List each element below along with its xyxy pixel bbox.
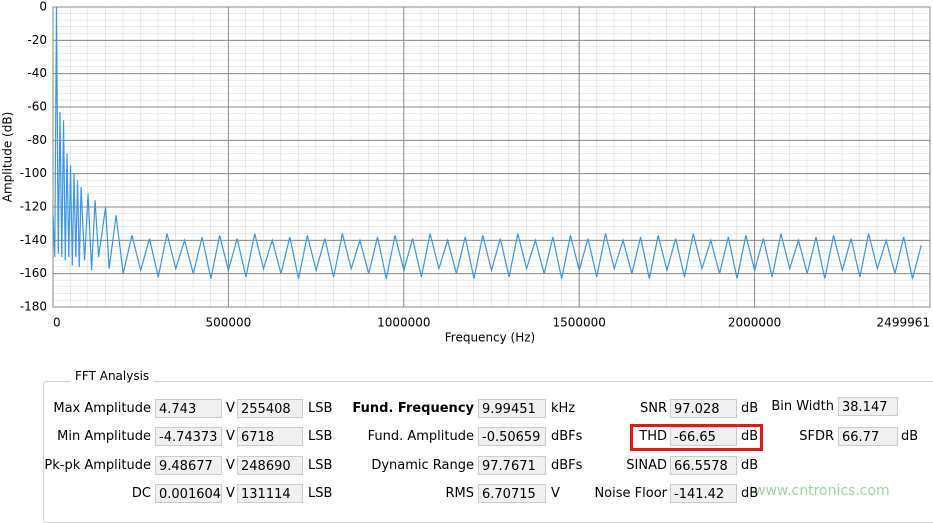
field-label: RMS: [445, 486, 474, 501]
highlight-box: [630, 424, 763, 451]
field-label: Pk-pk Amplitude: [44, 458, 151, 473]
field-value: 255408: [237, 399, 303, 418]
field-value: 6.70715: [478, 484, 546, 503]
field-unit: dBFs: [551, 458, 583, 473]
spectrum-line: [52, 6, 922, 279]
field-value: 66.5578: [670, 456, 737, 475]
x-tick-label: 1000000: [377, 316, 430, 330]
field-unit: dB: [741, 401, 759, 416]
field-unit: LSB: [308, 429, 333, 444]
field-label: SFDR: [799, 429, 834, 444]
field-value: 66.77: [838, 427, 898, 446]
field-unit: V: [226, 401, 235, 416]
minor-grid: [53, 7, 930, 307]
field-unit: V: [226, 486, 235, 501]
field-unit: LSB: [308, 401, 333, 416]
x-axis-title: Frequency (Hz): [445, 331, 536, 345]
field-value: 9.99451: [478, 399, 546, 418]
y-tick-label: -20: [27, 33, 47, 47]
field-label: SNR: [639, 401, 667, 416]
x-tick-label: 0: [53, 316, 61, 330]
x-tick-label: 500000: [205, 316, 251, 330]
field-unit: dBFs: [551, 429, 583, 444]
y-tick-label: -160: [20, 266, 47, 280]
field-label: Fund. Frequency: [352, 401, 474, 416]
y-tick-label: -120: [20, 200, 47, 214]
field-value: 131114: [237, 484, 303, 503]
field-value: 6718: [237, 427, 303, 446]
field-unit: LSB: [308, 458, 333, 473]
field-unit: kHz: [551, 401, 576, 416]
y-tick-label: -140: [20, 233, 47, 247]
field-value: 4.743: [155, 399, 222, 418]
field-label: Min Amplitude: [57, 429, 151, 444]
field-unit: LSB: [308, 486, 333, 501]
field-label: THD: [639, 429, 667, 444]
field-unit: V: [551, 486, 560, 501]
y-tick-label: -80: [27, 133, 47, 147]
field-value: 0.001604: [155, 484, 222, 503]
field-label: Noise Floor: [594, 486, 667, 501]
x-tick-label: 2000000: [728, 316, 781, 330]
field-value: -0.50659: [478, 427, 546, 446]
field-value: 38.147: [838, 397, 898, 416]
y-tick-label: 0: [39, 0, 47, 14]
y-tick-label: -60: [27, 100, 47, 114]
field-value: 248690: [237, 456, 303, 475]
field-value: -4.74373: [155, 427, 222, 446]
plot-frame: [52, 6, 931, 308]
x-tick-label: 2499961: [877, 316, 930, 330]
field-label: DC: [131, 486, 151, 501]
y-tick-label: -180: [20, 300, 47, 314]
field-value: -66.65: [670, 427, 737, 446]
x-tick-label: 1500000: [552, 316, 605, 330]
group-title: FFT Analysis: [70, 368, 155, 384]
field-value: 97.028: [670, 399, 737, 418]
field-value: 97.7671: [478, 456, 546, 475]
field-value: 9.48677: [155, 456, 222, 475]
group-box: [43, 381, 933, 523]
field-unit: dB: [741, 486, 759, 501]
field-unit: V: [226, 458, 235, 473]
y-axis-title: Amplitude (dB): [1, 112, 15, 203]
field-unit: dB: [901, 429, 919, 444]
y-tick-label: -40: [27, 66, 47, 80]
field-value: -141.42: [670, 484, 737, 503]
chart: Frequency (Hz) Amplitude (dB) 0 -20 -40 -60…: [1, 0, 931, 345]
field-label: Dynamic Range: [371, 458, 474, 473]
field-unit: dB: [741, 458, 759, 473]
y-tick-label: -100: [20, 166, 47, 180]
field-label: Max Amplitude: [53, 401, 151, 416]
watermark: www.cntronics.com: [754, 483, 890, 499]
field-unit: dB: [741, 429, 759, 444]
field-unit: V: [226, 429, 235, 444]
field-label: Bin Width: [771, 399, 834, 414]
field-label: Fund. Amplitude: [367, 429, 474, 444]
field-label: SINAD: [626, 458, 667, 473]
